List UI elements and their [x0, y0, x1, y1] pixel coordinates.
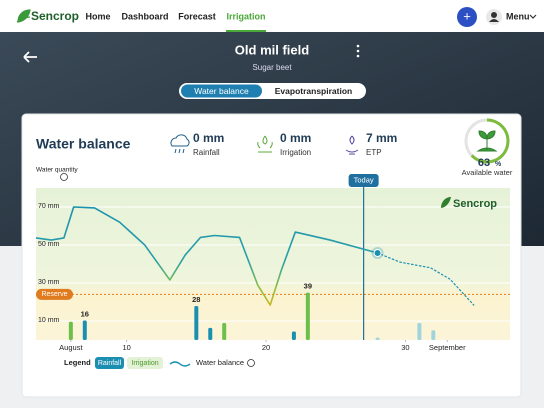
etp-icon: [345, 135, 359, 155]
add-button[interactable]: [457, 7, 477, 27]
brand[interactable]: Sencrop: [31, 9, 79, 23]
legend-water-balance: Water balance: [196, 358, 244, 367]
watermark-icon: [441, 197, 451, 208]
reserve-label: Reserve: [41, 291, 67, 298]
avatar-body: [489, 19, 499, 22]
field-subtitle: Sugar beet: [252, 63, 292, 72]
stat-label: Rainfall: [193, 148, 220, 157]
x-tick-label: September: [429, 343, 466, 352]
current-point: [373, 248, 382, 257]
reserve-pill: [36, 288, 73, 300]
stat-value: 0 mm: [280, 131, 311, 145]
field-title: Old mil field: [235, 42, 309, 57]
chevron: [529, 14, 537, 19]
tab[interactable]: Evapotranspiration: [275, 86, 352, 96]
legend-irrigation-pill: [127, 357, 163, 369]
x-tick-label: 10: [122, 343, 130, 352]
legend-rainfall: Rainfall: [98, 360, 122, 367]
add-icon: +: [463, 8, 471, 23]
gauge-arc: [470, 118, 510, 164]
rain-icon: [170, 134, 190, 154]
card-title: Water balance: [36, 136, 131, 152]
y-tick-label: 50 mm: [38, 241, 60, 248]
nav-active-underline: [226, 30, 266, 32]
nav-bar: [0, 0, 544, 32]
nav-link[interactable]: Irrigation: [226, 11, 265, 21]
legend-title: Legend: [64, 358, 91, 367]
rainfall-bar: [194, 305, 199, 340]
legend-info-icon: [247, 359, 255, 367]
y-axis-label: Water quantity: [36, 167, 78, 174]
nav-link[interactable]: Forecast: [178, 11, 216, 21]
stat-label: ETP: [366, 148, 382, 157]
x-tick-label: 30: [401, 343, 409, 352]
kebab[interactable]: [356, 44, 360, 58]
gauge-value: 63: [478, 157, 490, 169]
water-balance-line: [35, 206, 378, 306]
rainfall-bar: [82, 320, 87, 340]
y-tick-label: 70 mm: [38, 203, 60, 210]
tab-active: [181, 84, 262, 98]
avatar-head: [491, 12, 497, 18]
legend-rainfall-pill: [95, 357, 124, 369]
x-tick-label: August: [59, 343, 83, 352]
nav-link[interactable]: Home: [85, 11, 110, 21]
bar-value-label: 16: [81, 310, 89, 319]
stat-label: Irrigation: [280, 148, 311, 157]
irrigation-bar: [305, 292, 310, 340]
rainfall-bar: [431, 330, 436, 340]
watermark: Sencrop: [453, 198, 497, 210]
plot-bg: [36, 188, 510, 340]
today-label: Today: [354, 175, 374, 184]
bar-value-label: 28: [192, 295, 200, 304]
plant-icon: [476, 130, 498, 152]
legend-irrigation: Irrigation: [131, 360, 158, 367]
rainfall-bar: [375, 337, 380, 340]
irrigation-bar: [68, 321, 73, 340]
rainfall-bar: [417, 322, 422, 340]
forecast-line: [376, 252, 475, 306]
nav-link[interactable]: Dashboard: [121, 11, 168, 21]
gauge-unit: %: [495, 161, 502, 168]
legend-line-symbol: [169, 361, 191, 367]
rainfall-bar: [291, 331, 296, 340]
y-tick-label: 30 mm: [38, 279, 60, 286]
menu[interactable]: Menu: [506, 11, 530, 21]
info-icon: [60, 173, 68, 181]
y-tick-label: 10 mm: [38, 317, 60, 324]
x-tick-label: 20: [262, 343, 270, 352]
tab[interactable]: Water balance: [194, 86, 249, 96]
irrigation-icon: [257, 135, 273, 153]
irrigation-bar: [222, 322, 227, 340]
logo-icon: [16, 9, 31, 23]
rainfall-bar: [208, 327, 213, 340]
today-pill: [348, 174, 379, 187]
gauge-label: Available water: [462, 168, 513, 177]
stat-value: 7 mm: [366, 131, 397, 145]
back-arrow[interactable]: [23, 51, 37, 63]
stat-value: 0 mm: [193, 131, 224, 145]
bar-value-label: 39: [304, 282, 312, 291]
